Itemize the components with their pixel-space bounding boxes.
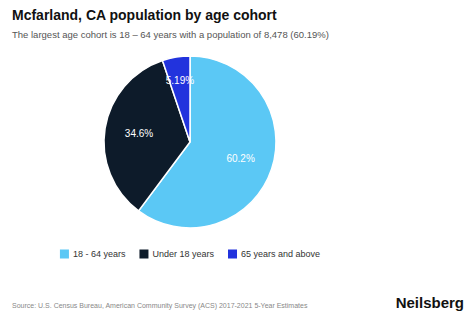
data-label: 5.19%: [166, 75, 194, 86]
branding: Neilsberg: [396, 294, 464, 311]
source: Source: U.S. Census Bureau, American Com…: [12, 302, 308, 310]
legend-swatch: [228, 250, 237, 259]
legend-swatch: [139, 250, 148, 259]
pie-slice: [162, 56, 190, 142]
data-label: 60.2%: [226, 153, 254, 164]
legend-item: 65 years and above: [228, 249, 320, 259]
legend-label: Under 18 years: [152, 249, 214, 259]
legend-item: Under 18 years: [139, 249, 214, 259]
legend-label: 18 - 64 years: [73, 249, 126, 259]
chart: Mcfarland, CA population by age cohort Th…: [0, 0, 474, 316]
legend-swatch: [60, 250, 69, 259]
legend: 18 - 64 years Under 18 years 65 years and …: [60, 249, 320, 259]
legend-label: 65 years and above: [241, 249, 320, 259]
title: Mcfarland, CA population by age cohort: [12, 7, 277, 23]
legend-item: 18 - 64 years: [60, 249, 126, 259]
subtitle: The largest age cohort is 18 – 64 years …: [12, 29, 329, 40]
pie: [104, 56, 276, 228]
data-label: 34.6%: [125, 128, 153, 139]
